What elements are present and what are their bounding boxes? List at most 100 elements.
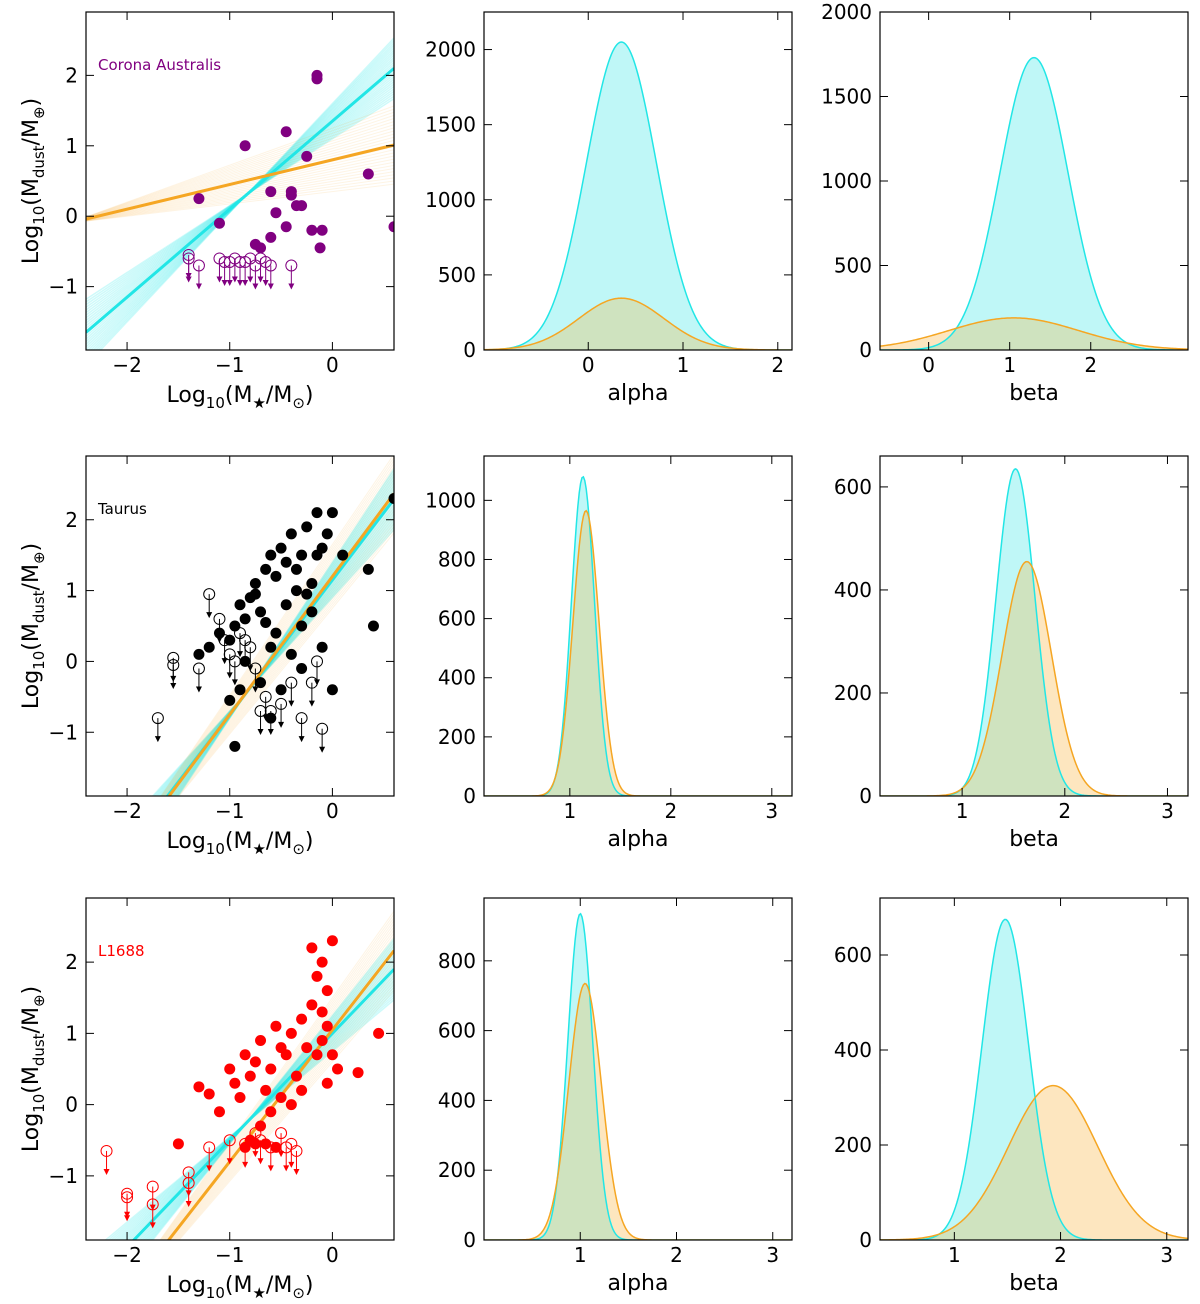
detection-point bbox=[290, 1070, 302, 1082]
y-tick-label: 0 bbox=[65, 649, 78, 673]
l1688-alpha-x-axis-label: alpha bbox=[608, 1271, 669, 1296]
tau-scatter-orange-sample-line bbox=[175, 523, 394, 796]
upper-limit-arrow-head bbox=[242, 1161, 249, 1168]
upper-limit-arrow-head bbox=[242, 279, 249, 286]
detection-point bbox=[332, 1063, 344, 1075]
x-tick-label: −2 bbox=[112, 799, 141, 823]
detection-point bbox=[239, 1049, 251, 1061]
x-tick-label: 1 bbox=[1003, 353, 1016, 377]
ca-scatter-region-label: Corona Australis bbox=[98, 56, 221, 74]
x-tick-label: 2 bbox=[1054, 1243, 1067, 1267]
y-label-log: Log bbox=[19, 1113, 44, 1152]
y-tick-label: 0 bbox=[65, 1093, 78, 1117]
detection-point bbox=[239, 1141, 251, 1153]
ca-scatter-orange-sample-line bbox=[86, 105, 394, 218]
tau-scatter-y-axis-label: Log10(Mdust/M⊕) bbox=[19, 543, 48, 709]
l1688-alpha-cyan-curve bbox=[484, 912, 792, 1240]
x-tick-label: 1 bbox=[563, 799, 576, 823]
ca-scatter-orange-sample-line bbox=[86, 171, 394, 221]
upper-limit-arrow-head bbox=[257, 1158, 264, 1165]
upper-limit-arrow-head bbox=[283, 1165, 290, 1172]
y-tick-label: 600 bbox=[834, 475, 872, 499]
l1688-scatter-orange-sample-line bbox=[170, 961, 394, 1240]
x-tick-label: 1 bbox=[956, 799, 969, 823]
upper-limit-arrow-head bbox=[237, 279, 243, 286]
detection-point bbox=[275, 1092, 287, 1103]
ca-scatter-orange-sample-line bbox=[86, 168, 394, 221]
upper-limit-arrow-head bbox=[262, 279, 269, 286]
l1688-alpha-overlap-fill bbox=[484, 983, 792, 1240]
x-label-star: ★ bbox=[252, 394, 265, 412]
y-tick-label: 0 bbox=[463, 1228, 476, 1252]
y-label-slash-m: /M bbox=[19, 119, 44, 145]
y-label-log: Log bbox=[19, 225, 44, 264]
ca-beta-cyan-curve bbox=[880, 56, 1188, 350]
detection-point bbox=[224, 694, 236, 706]
detection-point bbox=[314, 242, 326, 254]
upper-limit-arrow-head bbox=[185, 1201, 192, 1207]
detection-point bbox=[301, 1042, 313, 1054]
y-label-slash-m: /M bbox=[19, 564, 44, 590]
detection-point bbox=[321, 985, 333, 997]
detection-point bbox=[316, 641, 328, 653]
tau-scatter-region-label: Taurus bbox=[97, 500, 147, 518]
tau-alpha-orange-hist-fill bbox=[484, 510, 792, 796]
detection-point bbox=[301, 588, 313, 600]
y-label-close: ) bbox=[19, 543, 44, 552]
ca-scatter-orange-sample-line bbox=[86, 152, 394, 220]
y-tick-label: 0 bbox=[463, 784, 476, 808]
detection-point bbox=[316, 1035, 328, 1046]
detection-point bbox=[285, 189, 297, 201]
ca-scatter-orange-sample-line bbox=[86, 121, 394, 219]
y-label-sub-10: 10 bbox=[30, 651, 48, 670]
tau-scatter-orange-sample-line bbox=[170, 501, 394, 796]
y-tick-label: 2 bbox=[65, 63, 78, 87]
detection-point bbox=[362, 563, 374, 575]
y-tick-label: 600 bbox=[438, 1019, 476, 1043]
detection-point bbox=[265, 712, 277, 724]
x-label-sun: ⊙ bbox=[292, 394, 305, 412]
x-tick-label: 0 bbox=[326, 1243, 339, 1267]
detection-point bbox=[265, 549, 277, 561]
l1688-alpha-plot-area bbox=[484, 912, 792, 1240]
detection-point bbox=[280, 556, 292, 568]
detection-point bbox=[285, 1027, 297, 1039]
detection-point bbox=[275, 684, 287, 696]
detection-point bbox=[362, 168, 374, 180]
detection-point bbox=[290, 200, 302, 212]
l1688-scatter-orange-sample-line bbox=[172, 967, 394, 1240]
detection-point bbox=[311, 970, 323, 982]
y-tick-label: 200 bbox=[834, 1133, 872, 1157]
x-tick-label: −1 bbox=[215, 799, 244, 823]
detection-point bbox=[265, 231, 277, 243]
ca-scatter-frame bbox=[85, 11, 395, 351]
y-label-sub-10: 10 bbox=[30, 206, 48, 225]
tau-alpha-x-axis-label: alpha bbox=[608, 827, 669, 852]
ca-scatter-orange-fit-line bbox=[86, 143, 394, 221]
l1688-alpha-frame bbox=[483, 897, 793, 1241]
ca-scatter-orange-sample-line bbox=[86, 174, 394, 222]
x-tick-label: 2 bbox=[771, 353, 784, 377]
ca-scatter-orange-sample-line bbox=[86, 111, 394, 218]
y-tick-label: 1 bbox=[65, 579, 78, 603]
l1688-alpha-orange-hist-fill bbox=[484, 983, 792, 1240]
y-tick-label: −1 bbox=[49, 720, 78, 744]
detection-point bbox=[301, 521, 313, 533]
y-label-m: (M bbox=[19, 1066, 44, 1094]
detection-point bbox=[306, 578, 318, 589]
detection-point bbox=[296, 620, 308, 632]
detection-point bbox=[224, 634, 236, 646]
y-label-m: (M bbox=[19, 623, 44, 651]
tau-scatter-orange-sample-line bbox=[178, 532, 394, 796]
y-tick-label: 0 bbox=[859, 338, 872, 362]
y-label-log: Log bbox=[19, 670, 44, 709]
ca-scatter-orange-sample-line bbox=[86, 108, 394, 218]
x-tick-label: −1 bbox=[215, 1243, 244, 1267]
x-label-log: Log bbox=[167, 1273, 206, 1298]
detection-point bbox=[311, 507, 323, 519]
detection-point bbox=[260, 563, 272, 575]
x-label-sun: ⊙ bbox=[292, 1284, 305, 1302]
detection-point bbox=[265, 1063, 277, 1075]
upper-limit-arrow-head bbox=[195, 686, 202, 693]
l1688-beta-x-axis-label: beta bbox=[1009, 1271, 1059, 1296]
